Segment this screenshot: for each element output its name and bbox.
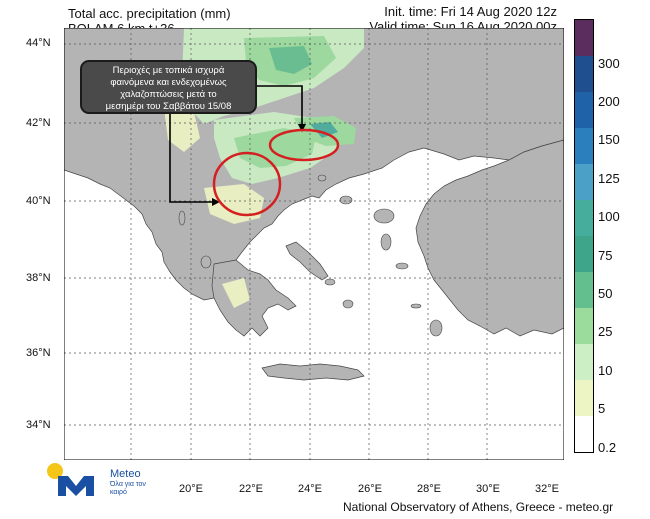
- credit-line: National Observatory of Athens, Greece -…: [343, 500, 614, 514]
- arrowhead-macedonia: [212, 198, 220, 206]
- lon-label-20: 20°E: [179, 483, 203, 495]
- colorbar-label-100: 100: [598, 209, 620, 224]
- init-time: Init. time: Fri 14 Aug 2020 12z: [384, 4, 557, 19]
- island-kos: [410, 303, 422, 309]
- callout-arrows: [169, 85, 303, 203]
- island-chios: [380, 233, 392, 251]
- arrow-to-thrace: [252, 85, 303, 126]
- island-rhodes: [429, 319, 443, 337]
- annotation-line-1: Περιοχές με τοπικά ισχυρά: [112, 65, 225, 76]
- colorbar-label-5: 5: [598, 401, 606, 416]
- colorbar-label-150: 150: [598, 132, 620, 147]
- colorbar-label-10: 10: [598, 363, 613, 378]
- colorbar-label-0-2: 0.2: [598, 440, 617, 455]
- colorbar-label-300: 300: [598, 56, 620, 71]
- highlight-circle-macedonia: [212, 151, 282, 217]
- land-peloponnese: [211, 259, 297, 337]
- colorbar-segment: [575, 20, 593, 56]
- precip-bulgaria-core: [310, 122, 338, 138]
- colorbar-label-75: 75: [598, 248, 613, 263]
- colorbar-segment: [575, 308, 593, 344]
- highlight-circle-thrace: [268, 128, 340, 162]
- annotation-line-3: χαλαζοπτώσεις μετά το: [120, 89, 217, 100]
- lon-label-24: 24°E: [298, 483, 322, 495]
- colorbar-segment: [575, 236, 593, 272]
- island-kefalonia: [200, 255, 212, 269]
- lat-label-38: 38°N: [26, 272, 51, 284]
- lat-label-40: 40°N: [26, 195, 51, 207]
- lat-label-44: 44°N: [26, 37, 51, 49]
- land-crete: [261, 363, 365, 381]
- island-thassos: [317, 174, 327, 182]
- colorbar-segment: [575, 92, 593, 128]
- island-andros: [324, 278, 336, 286]
- logo-tagline: Όλα για τον καιρό: [110, 481, 146, 496]
- lon-label-30: 30°E: [476, 483, 500, 495]
- logo-name: Meteo: [110, 468, 141, 480]
- colorbar-segment: [575, 164, 593, 200]
- colorbar-label-50: 50: [598, 286, 613, 301]
- graticule: [64, 28, 564, 460]
- precip-core: [269, 46, 312, 74]
- map-title: Total acc. precipitation (mm): [68, 6, 231, 21]
- lat-label-36: 36°N: [26, 347, 51, 359]
- island-samos: [395, 262, 409, 270]
- colorbar-segment: [575, 200, 593, 236]
- lon-label-26: 26°E: [358, 483, 382, 495]
- land-anatolia: [415, 139, 564, 337]
- lat-label-42: 42°N: [26, 117, 51, 129]
- arrow-to-macedonia: [169, 114, 214, 203]
- colorbar-label-125: 125: [598, 171, 620, 186]
- colorbar-segment: [575, 344, 593, 380]
- island-naxos: [342, 299, 354, 309]
- annotation-line-4: μεσημέρι του Σαββάτου 15/08: [105, 101, 232, 112]
- colorbar: [574, 19, 594, 453]
- arrowhead-thrace: [298, 124, 306, 132]
- annotation-callout: Περιοχές με τοπικά ισχυρά φαινόμενα και …: [80, 60, 257, 114]
- island-lesvos: [373, 208, 395, 224]
- annotation-line-2: φαινόμενα και ενδεχομένως: [110, 77, 227, 88]
- lon-label-22: 22°E: [239, 483, 263, 495]
- colorbar-label-25: 25: [598, 324, 613, 339]
- lat-label-34: 34°N: [26, 419, 51, 431]
- colorbar-segment: [575, 272, 593, 308]
- colorbar-label-200: 200: [598, 94, 620, 109]
- lon-label-28: 28°E: [417, 483, 441, 495]
- colorbar-segment: [575, 380, 593, 416]
- precip-peloponnese: [222, 278, 250, 308]
- meteo-logo-icon: [47, 463, 94, 496]
- precip-macedonia-mid: [234, 128, 316, 168]
- island-corfu: [178, 210, 186, 226]
- colorbar-segment: [575, 416, 593, 452]
- colorbar-segment: [575, 56, 593, 92]
- colorbar-segment: [575, 128, 593, 164]
- island-limnos: [339, 195, 353, 205]
- precipitation-map: [64, 28, 564, 460]
- lon-label-32: 32°E: [535, 483, 559, 495]
